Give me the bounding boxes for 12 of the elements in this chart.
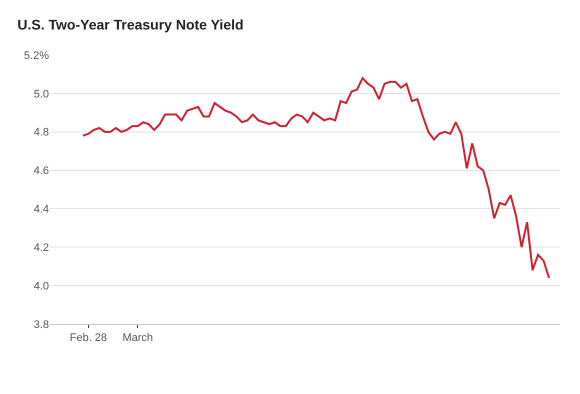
chart-title: U.S. Two-Year Treasury Note Yield <box>17 16 244 32</box>
y-tick-label: 4.4 <box>34 204 49 216</box>
y-tick-label: 5.2% <box>24 50 50 62</box>
y-tick-label: 4.2 <box>34 242 49 254</box>
y-tick-label: 4.0 <box>34 280 49 292</box>
line-series <box>82 77 550 279</box>
x-tick-label: March <box>122 332 154 344</box>
x-tick-label: Feb. 28 <box>70 332 108 344</box>
y-tick-label: 4.8 <box>34 126 49 139</box>
y-tick-label: 3.8 <box>34 318 49 331</box>
y-tick-label: 5.0 <box>34 88 49 100</box>
y-tick-label: 4.6 <box>34 165 49 178</box>
